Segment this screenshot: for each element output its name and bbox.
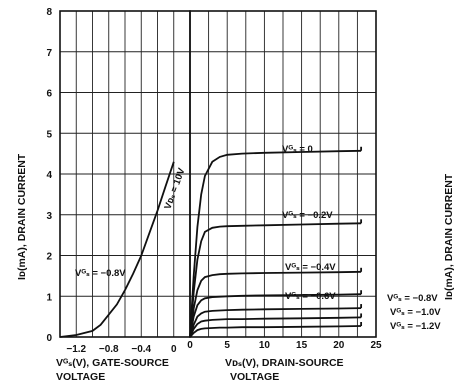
right-x-tick-label: 10 — [259, 340, 271, 351]
vds-annotation: Vᴅₛ = 10V — [162, 166, 187, 211]
left-x-label-line1: Vᴳₛ(V), GATE-SOURCE — [56, 357, 169, 369]
right-x-label-line1: Vᴅₛ(V), DRAIN-SOURCE — [225, 357, 344, 369]
y-tick-label: 3 — [46, 211, 52, 222]
right-panel-frame — [189, 10, 377, 338]
y-tick-label: 6 — [46, 89, 52, 100]
label-vgs-0: Vᴳₛ = 0 — [282, 144, 313, 155]
y-tick-label: 7 — [46, 48, 52, 59]
output-curve — [189, 325, 362, 338]
label-vgs-0-2: Vᴳₛ = −0.2V — [282, 210, 333, 221]
left-x-tick-label: −0.4 — [131, 344, 151, 355]
right-x-tick-label: 15 — [296, 340, 308, 351]
y-tick-label: 1 — [46, 292, 52, 303]
label-vgs-1-0: Vᴳₛ = −1.0V — [390, 307, 441, 318]
left-x-tick-label: −0.8 — [99, 344, 119, 355]
output-curve — [189, 316, 362, 338]
right-x-tick-label: 5 — [224, 340, 230, 351]
vgs-annotation: Vᴳₛ = −0.8V — [75, 268, 126, 279]
y-tick-label: 5 — [46, 129, 52, 140]
left-x-label-line2: VOLTAGE — [56, 371, 105, 383]
y-tick-label: 8 — [46, 7, 52, 18]
label-vgs-0-8: Vᴳₛ = −0.8V — [387, 293, 438, 304]
right-x-tick-label: 20 — [333, 340, 345, 351]
output-curve — [189, 149, 362, 338]
output-curve — [189, 293, 362, 338]
label-vgs-1-2: Vᴳₛ = −1.2V — [390, 321, 441, 332]
y-axis-label: Iᴅ(mA), DRAIN CURRENT — [16, 153, 28, 280]
right-edge-cut-label: Iᴅ(mA), DRAIN CURRENT — [443, 173, 455, 300]
label-vgs-0-4: Vᴳₛ = −0.4V — [285, 262, 336, 273]
output-curve — [189, 307, 362, 338]
left-x-tick-label: 0 — [171, 344, 177, 355]
transfer-curve — [59, 161, 175, 338]
label-vgs-0-6: Vᴳₛ = −0.6V — [285, 291, 336, 302]
right-x-tick-label: 0 — [187, 340, 193, 351]
right-curve-labels: Vᴳₛ = 0 Vᴳₛ = −0.2V Vᴳₛ = −0.4V Vᴳₛ = −0… — [282, 144, 441, 332]
y-tick-label: 2 — [46, 252, 52, 263]
right-x-label-line2: VOLTAGE — [230, 371, 279, 383]
right-x-tick-label: 25 — [370, 340, 382, 351]
grid-layer — [60, 11, 376, 337]
left-x-tick-label: −1.2 — [66, 344, 86, 355]
output-curve — [189, 270, 362, 338]
y-tick-label: 0 — [46, 333, 52, 344]
output-curve — [189, 222, 362, 338]
y-tick-label: 4 — [46, 170, 52, 181]
curve-layer — [59, 146, 363, 338]
